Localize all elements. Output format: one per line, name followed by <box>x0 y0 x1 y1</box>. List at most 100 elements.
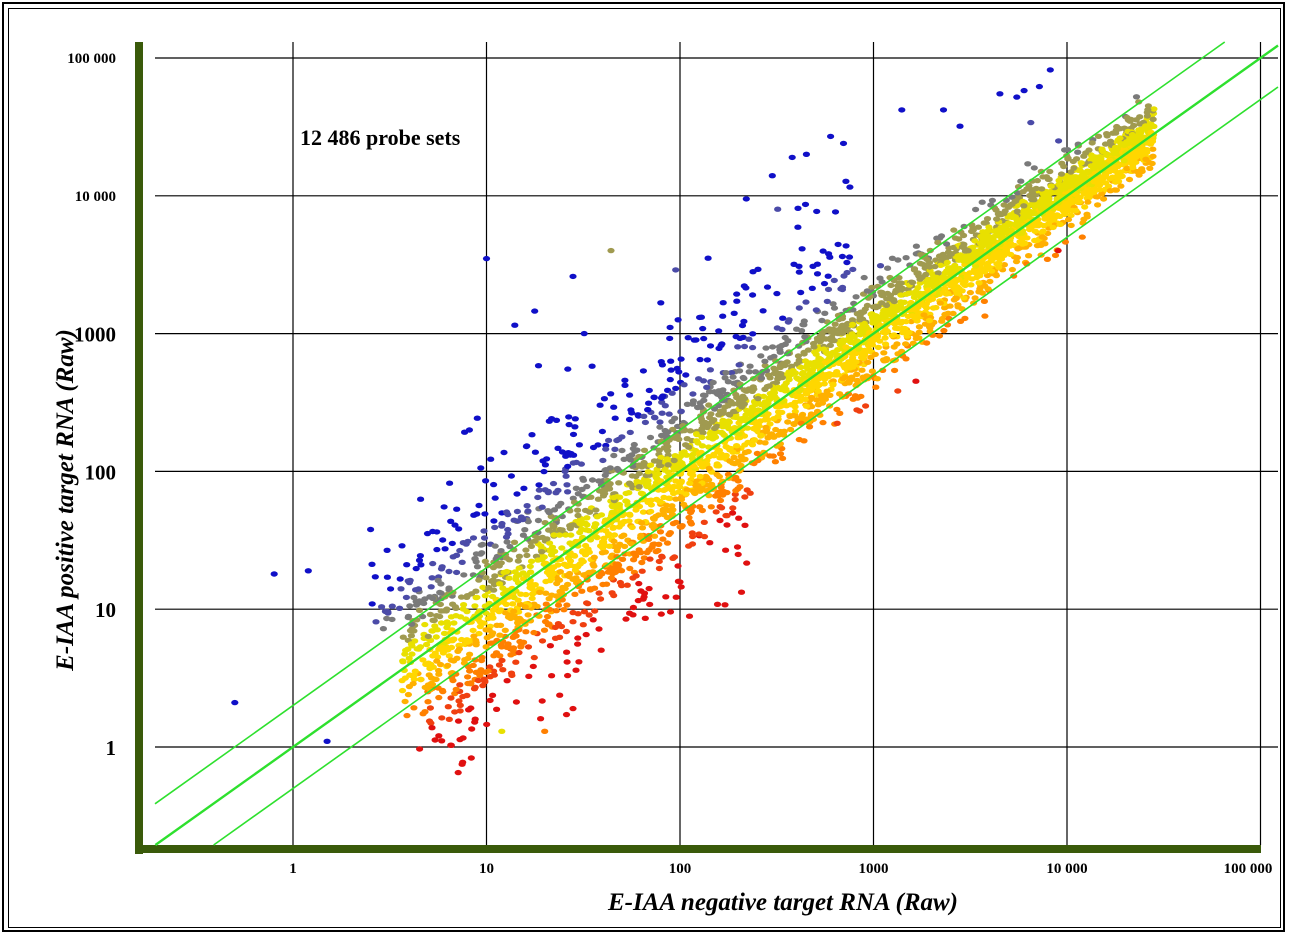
data-point <box>846 365 854 371</box>
data-point <box>1132 94 1141 100</box>
data-point <box>503 539 511 545</box>
data-point <box>638 559 646 566</box>
data-point <box>440 504 448 510</box>
data-point <box>401 698 409 705</box>
data-point <box>438 564 446 570</box>
data-point <box>535 487 543 493</box>
data-point <box>459 540 467 546</box>
data-point <box>1144 103 1152 109</box>
data-point <box>580 572 588 578</box>
data-point <box>657 300 665 306</box>
data-point <box>1040 192 1048 198</box>
data-point <box>586 587 595 593</box>
data-point <box>890 332 898 338</box>
data-point <box>723 522 731 528</box>
data-point <box>452 686 460 693</box>
data-point <box>886 311 894 318</box>
data-point <box>426 665 434 672</box>
data-point <box>802 403 811 409</box>
data-point <box>610 494 618 501</box>
data-point <box>484 668 492 674</box>
data-point <box>524 644 533 650</box>
data-point <box>1135 99 1143 105</box>
data-point <box>626 565 634 572</box>
data-point <box>647 508 655 515</box>
data-point <box>270 571 278 577</box>
data-point <box>870 337 878 343</box>
data-point <box>645 400 653 406</box>
x-tick-label: 10 <box>479 861 494 877</box>
data-point <box>853 407 861 413</box>
data-point <box>712 509 720 515</box>
data-point <box>902 318 910 325</box>
data-point <box>829 381 837 387</box>
data-point <box>909 313 917 319</box>
data-point <box>648 523 656 529</box>
data-point <box>558 527 566 533</box>
data-point <box>1067 169 1075 175</box>
data-point <box>1067 222 1075 229</box>
data-point <box>543 536 551 542</box>
data-point <box>607 247 615 254</box>
data-point <box>437 620 445 626</box>
data-point <box>567 532 575 538</box>
data-point <box>912 288 920 295</box>
data-point <box>503 678 511 684</box>
data-point <box>563 482 571 488</box>
data-point <box>575 442 584 448</box>
data-point <box>974 248 982 254</box>
data-point <box>607 391 615 397</box>
data-point <box>1051 252 1060 259</box>
data-point <box>656 424 664 430</box>
data-point <box>424 682 432 688</box>
data-point <box>719 478 727 484</box>
data-point <box>719 313 727 319</box>
data-point <box>503 509 511 515</box>
data-point <box>577 518 585 524</box>
data-point <box>983 216 992 222</box>
data-point <box>797 364 805 371</box>
data-point <box>749 376 758 382</box>
data-point <box>509 601 517 607</box>
data-point <box>451 522 459 528</box>
data-point <box>700 533 709 540</box>
data-point <box>607 575 616 581</box>
data-point <box>780 428 788 434</box>
data-point <box>456 736 464 743</box>
data-point <box>674 578 683 584</box>
data-point <box>1107 175 1115 182</box>
data-point <box>372 619 380 625</box>
data-point <box>513 491 521 497</box>
data-point <box>827 133 835 140</box>
data-point <box>549 522 557 528</box>
data-point <box>628 524 636 531</box>
data-point <box>474 677 482 684</box>
data-point <box>748 388 756 394</box>
data-point <box>1049 224 1057 231</box>
data-point <box>763 284 772 290</box>
data-point <box>843 259 851 266</box>
data-point <box>505 575 513 581</box>
data-point <box>897 292 905 298</box>
data-point <box>706 540 714 546</box>
data-point <box>623 582 631 588</box>
data-point <box>558 449 567 455</box>
data-point <box>561 468 569 475</box>
data-point <box>670 457 678 464</box>
data-point <box>447 644 456 651</box>
data-point <box>616 541 624 547</box>
data-point <box>601 467 609 473</box>
data-point <box>740 283 748 289</box>
data-point <box>703 424 711 431</box>
data-point <box>570 552 578 559</box>
data-point <box>510 539 519 545</box>
data-point <box>940 327 948 334</box>
data-point <box>795 305 803 311</box>
data-point <box>729 510 737 516</box>
data-point <box>685 514 693 521</box>
data-point <box>536 589 544 595</box>
data-point <box>639 368 648 374</box>
data-point <box>438 644 446 651</box>
data-point <box>764 435 772 441</box>
data-point <box>761 358 769 364</box>
